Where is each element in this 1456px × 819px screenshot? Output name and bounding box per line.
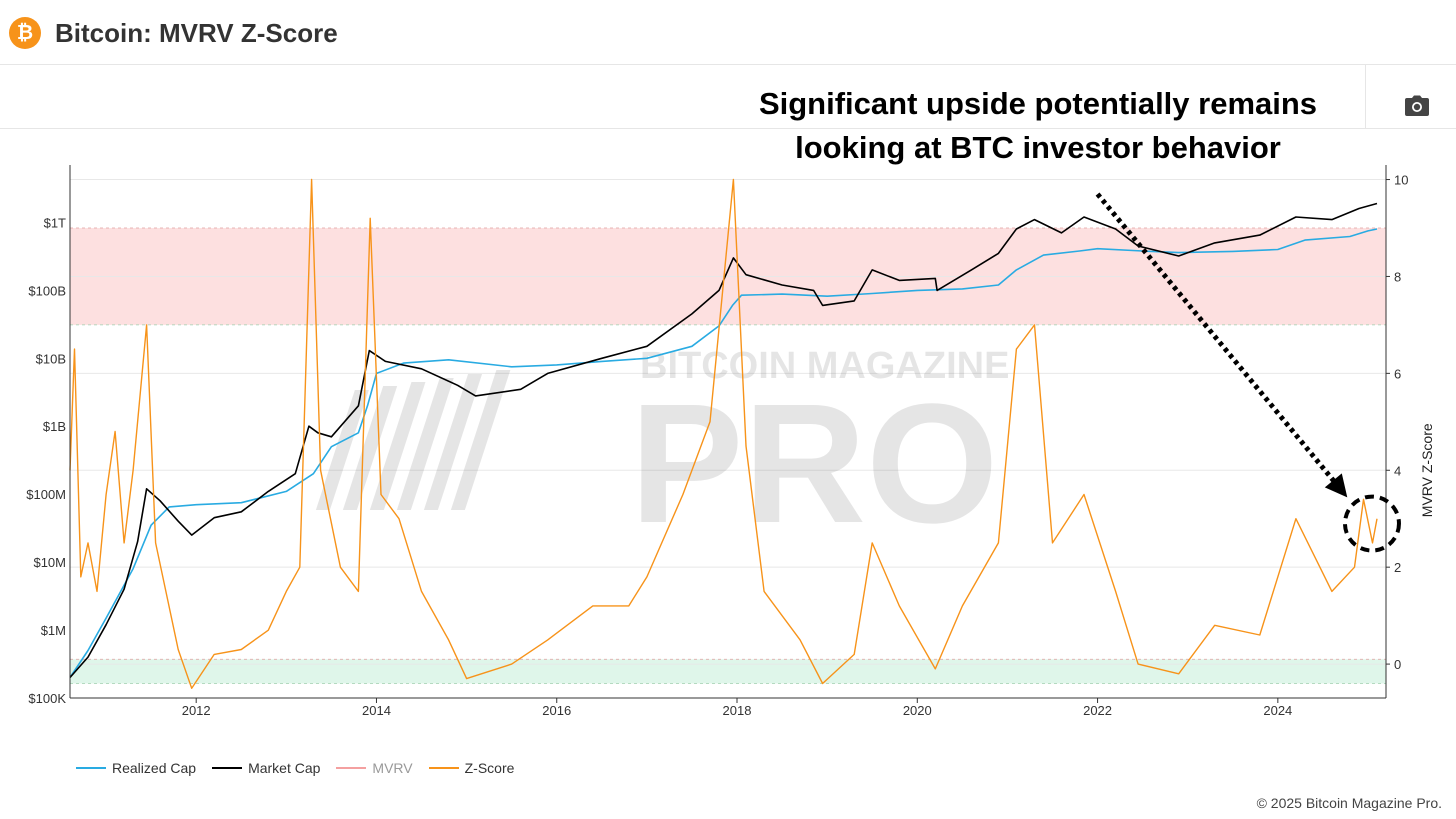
legend-swatch-realized-cap bbox=[76, 767, 106, 769]
y-left-tick-label: $10M bbox=[33, 555, 66, 570]
bitcoin-logo-icon: ₿ bbox=[9, 17, 41, 49]
legend-swatch-market-cap bbox=[212, 767, 243, 769]
page-title: Bitcoin: MVRV Z-Score bbox=[55, 18, 338, 48]
watermark-text-main: PRO bbox=[630, 369, 998, 559]
y-left-tick-label: $1T bbox=[44, 215, 66, 230]
header: ₿ Bitcoin: MVRV Z-Score bbox=[0, 0, 1456, 65]
y-left-tick-label: $10B bbox=[36, 351, 66, 366]
legend-label: Realized Cap bbox=[112, 760, 197, 776]
series-line-z-score bbox=[69, 178, 1378, 689]
legend-label: Market Cap bbox=[248, 760, 321, 776]
legend-z-score[interactable]: Z-Score bbox=[428, 760, 515, 776]
y-right-axis-title: MVRV Z-Score bbox=[1419, 423, 1435, 517]
y-left-tick-label: $100B bbox=[28, 283, 66, 298]
x-tick-label: 2014 bbox=[362, 703, 391, 718]
series-line-realized-cap bbox=[69, 228, 1378, 678]
y-right-tick-label: 8 bbox=[1394, 269, 1401, 284]
x-tick-label: 2016 bbox=[542, 703, 571, 718]
series-line-market-cap bbox=[69, 202, 1378, 679]
y-right-tick-label: 4 bbox=[1394, 463, 1401, 478]
x-tick-label: 2020 bbox=[903, 703, 932, 718]
y-left-tick-label: $100K bbox=[28, 691, 66, 706]
annotation-line-1: Significant upside potentially remains bbox=[758, 86, 1318, 121]
watermark-bar bbox=[342, 386, 398, 510]
legend-swatch-mvrv bbox=[336, 767, 367, 769]
legend-market-cap[interactable]: Market Cap bbox=[212, 760, 320, 776]
y-right-tick-label: 2 bbox=[1394, 560, 1401, 575]
watermark-bar bbox=[450, 370, 511, 510]
watermark-bar bbox=[315, 390, 369, 510]
legend-realized-cap[interactable]: Realized Cap bbox=[76, 760, 196, 776]
legend-label: Z-Score bbox=[464, 760, 515, 776]
camera-icon[interactable] bbox=[1404, 95, 1430, 117]
legend-mvrv[interactable]: MVRV bbox=[336, 760, 413, 776]
watermark-bar bbox=[423, 374, 483, 510]
x-tick-label: 2022 bbox=[1083, 703, 1112, 718]
annotation-arrow-head bbox=[1324, 473, 1348, 498]
y-left-tick-label: $1M bbox=[41, 623, 66, 638]
zone-band-1 bbox=[70, 659, 1386, 684]
watermark-bar bbox=[369, 382, 426, 510]
legend-swatch-z-score bbox=[428, 767, 459, 769]
x-tick-label: 2018 bbox=[723, 703, 752, 718]
toolbar-divider bbox=[1365, 64, 1366, 128]
copyright: © 2025 Bitcoin Magazine Pro. bbox=[1256, 795, 1442, 811]
annotation-text: Significant upside potentially remains l… bbox=[720, 82, 1356, 170]
y-left-tick-label: $100M bbox=[26, 487, 66, 502]
annotation-line-2: looking at BTC investor behavior bbox=[795, 130, 1281, 165]
x-tick-label: 2012 bbox=[182, 703, 211, 718]
y-left-tick-label: $1B bbox=[43, 419, 66, 434]
highlight-circle bbox=[1342, 494, 1401, 553]
y-right-tick-label: 10 bbox=[1394, 173, 1408, 188]
x-tick-label: 2024 bbox=[1263, 703, 1292, 718]
y-right-tick-label: 0 bbox=[1394, 657, 1401, 672]
chart-toolbar bbox=[0, 64, 1456, 129]
legend-label: MVRV bbox=[372, 760, 413, 776]
y-right-tick-label: 6 bbox=[1394, 366, 1401, 381]
watermark-text-top: BITCOIN MAGAZINE bbox=[640, 345, 1009, 387]
watermark-bar bbox=[396, 378, 454, 510]
chart-legend: Realized Cap Market Cap MVRV Z-Score bbox=[76, 758, 530, 778]
